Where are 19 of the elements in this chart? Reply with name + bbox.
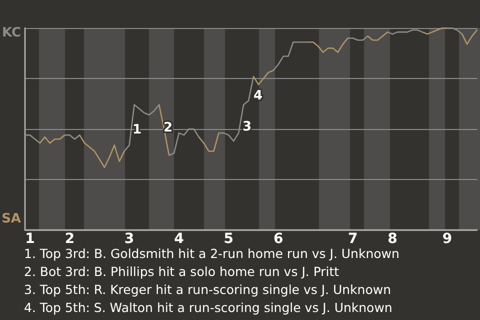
text: 3. Top 5th: R. Kreger hit a run-scoring single vs J. Unknown xyxy=(24,281,392,299)
text: 2. Bot 3rd: B. Phillips hit a solo home run vs J. Pritt xyxy=(24,263,340,281)
text: KC xyxy=(2,26,21,40)
x-tick-label: 3 xyxy=(124,231,134,247)
text: SA xyxy=(2,212,21,226)
annotation: 4 xyxy=(253,88,263,104)
x-tick-label: 8 xyxy=(388,231,398,247)
annotation: 3 xyxy=(242,120,252,134)
x-tick-label: 7 xyxy=(348,231,358,247)
x-tick-label: 2 xyxy=(64,231,75,247)
text: 4. Top 5th: S. Walton hit a run-scoring single vs J. Unknown xyxy=(24,299,394,317)
annotation: 1 xyxy=(132,122,142,138)
annotation: 2 xyxy=(163,120,173,136)
text: 1. Top 3rd: B. Goldsmith hit a 2-run home run vs J. Unknown xyxy=(24,245,400,263)
x-tick-label: 6 xyxy=(273,231,284,247)
x-tick-label: 4 xyxy=(174,231,184,247)
x-tick-label: 1 xyxy=(25,231,35,247)
x-tick-label: 9 xyxy=(442,231,452,247)
x-tick-label: 5 xyxy=(224,231,234,247)
